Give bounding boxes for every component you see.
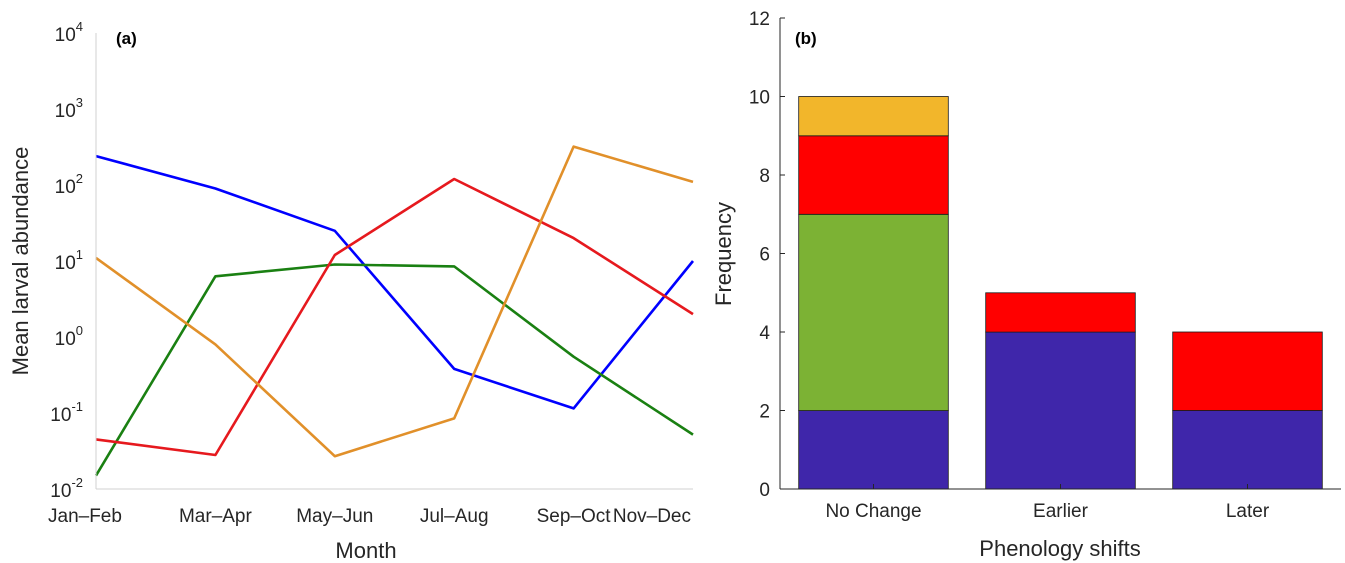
y-tick-label: 100 (55, 323, 83, 350)
panel-a-series-lines (94, 145, 695, 477)
panel-a-label: (a) (116, 29, 137, 48)
series-line-3 (95, 177, 694, 457)
x-tick-label: Nov–Dec (613, 506, 691, 527)
x-tick-label: Later (1226, 501, 1270, 522)
panel-b-label: (b) (795, 29, 817, 48)
panel-b-x-tick-labels: No Change Earlier Later (825, 484, 1270, 522)
y-tick-label: 103 (55, 95, 83, 122)
y-tick-label: 0 (759, 480, 770, 501)
y-tick-label: 8 (759, 166, 770, 187)
x-tick-label: Mar–Apr (179, 506, 253, 527)
panel-b-x-axis-label: Phenology shifts (979, 536, 1140, 561)
series-line-1 (95, 154, 695, 410)
bar-segment (798, 135, 949, 215)
panel-a-x-tick-labels: Jan–Feb Mar–Apr May–Jun Jul–Aug Sep–Oct Nov–D… (48, 506, 691, 527)
series-line-4 (95, 145, 694, 458)
bar-segment (985, 292, 1136, 333)
panel-a-line-chart: 10-2 10-1 100 101 102 103 104 Jan–Feb Mar–Apr Ma… (8, 19, 695, 563)
panel-b-bars (798, 96, 1323, 490)
y-tick-label: 10 (749, 88, 770, 109)
y-tick-label: 6 (759, 245, 770, 266)
panel-a-y-tick-labels: 10-2 10-1 100 101 102 103 104 (50, 19, 83, 502)
y-tick-label: 12 (749, 9, 770, 30)
x-tick-label: Jul–Aug (420, 506, 489, 527)
panel-a-plot-area (96, 33, 693, 489)
bar-segment (985, 331, 1136, 490)
bar-segment (798, 213, 949, 412)
x-tick-label: No Change (825, 501, 921, 522)
y-tick-label: 104 (55, 19, 83, 46)
x-tick-label: Sep–Oct (537, 506, 612, 527)
y-tick-label: 10-1 (50, 399, 83, 426)
x-tick-label: Jan–Feb (48, 506, 122, 527)
panel-b-stacked-bar-chart: 0 2 4 6 8 10 12 No Change Earlier Later (b) Phen… (711, 9, 1341, 561)
y-tick-label: 102 (55, 171, 83, 198)
panel-a-x-axis-label: Month (335, 538, 396, 563)
panel-b-y-axis-label: Frequency (711, 202, 736, 306)
bar-segment (1172, 410, 1323, 490)
bar-segment (798, 96, 949, 137)
x-tick-label: May–Jun (296, 506, 373, 527)
y-tick-label: 10-2 (50, 475, 83, 502)
series-line-2 (94, 263, 694, 477)
panel-b-y-tick-labels: 0 2 4 6 8 10 12 (749, 9, 785, 501)
y-tick-label: 2 (759, 402, 770, 423)
panel-a-y-axis-label: Mean larval abundance (8, 147, 33, 376)
y-tick-label: 4 (759, 323, 770, 344)
bar-segment (1172, 331, 1323, 411)
y-tick-label: 101 (55, 247, 83, 274)
x-tick-label: Earlier (1033, 501, 1089, 522)
bar-segment (798, 410, 949, 490)
